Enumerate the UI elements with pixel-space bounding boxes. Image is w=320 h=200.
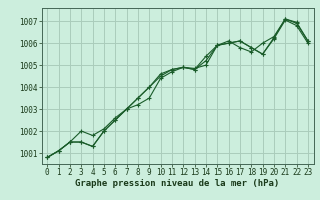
X-axis label: Graphe pression niveau de la mer (hPa): Graphe pression niveau de la mer (hPa) (76, 179, 280, 188)
